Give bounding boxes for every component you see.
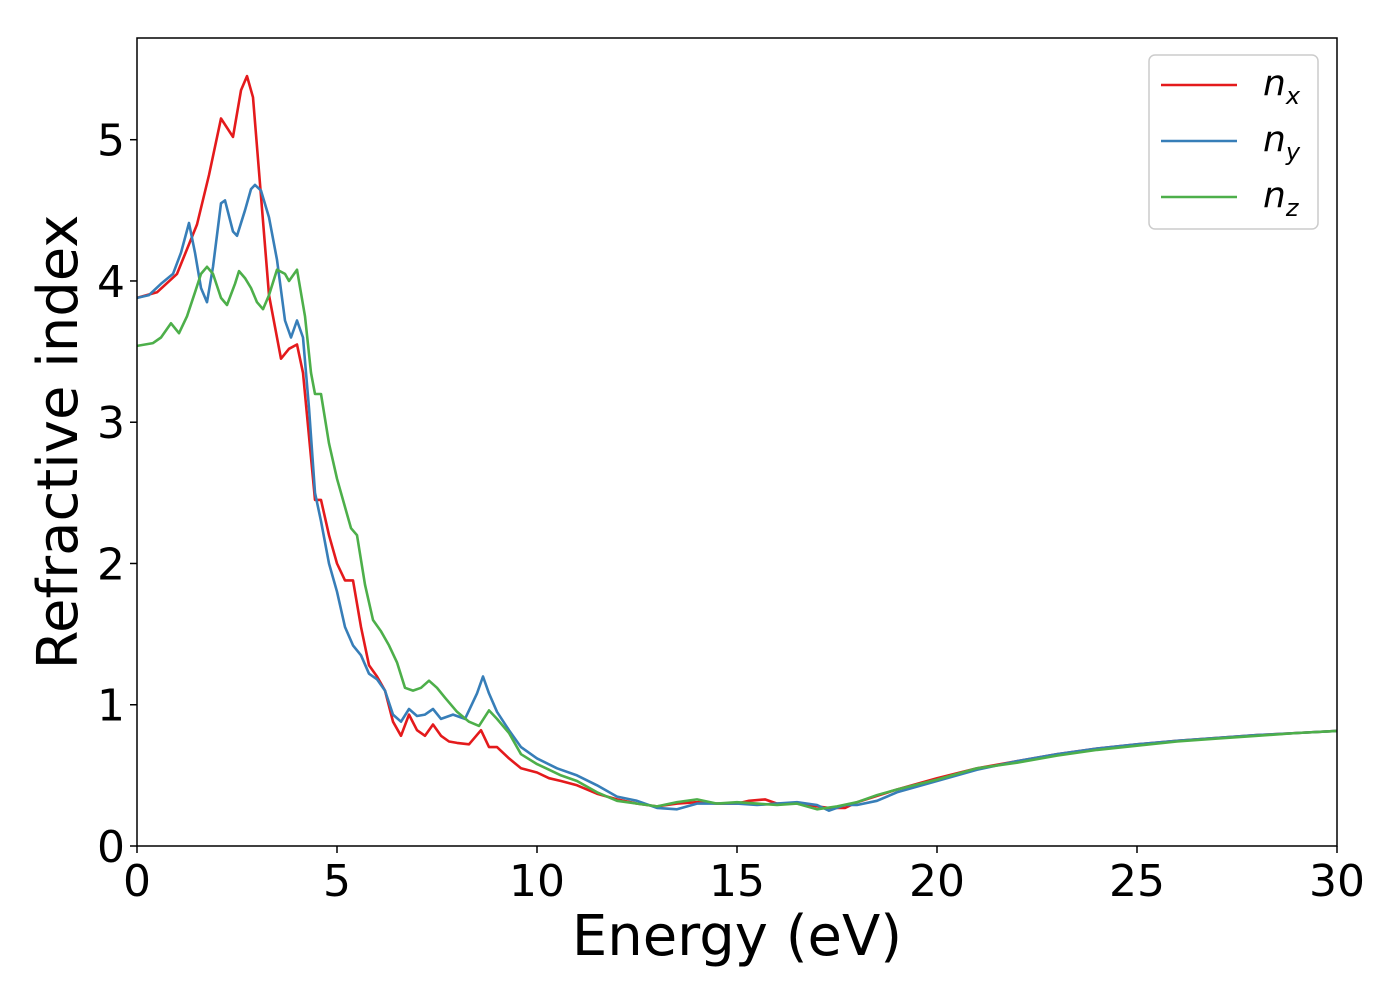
x-tick-label: 10 xyxy=(509,856,565,907)
x-tick-label: 15 xyxy=(709,856,765,907)
y-tick-label: 1 xyxy=(97,681,125,732)
x-tick-label: 20 xyxy=(909,856,965,907)
y-axis-title: Refractive index xyxy=(26,215,91,670)
x-tick-label: 30 xyxy=(1309,856,1365,907)
series-line-z xyxy=(137,265,1337,811)
y-tick-label: 2 xyxy=(97,539,125,590)
x-tick-label: 5 xyxy=(323,856,351,907)
x-axis-title: Energy (eV) xyxy=(572,904,902,969)
y-tick-label: 4 xyxy=(97,257,125,308)
series-line-y xyxy=(137,183,1337,812)
x-tick-label: 0 xyxy=(123,856,151,907)
y-tick-label: 5 xyxy=(97,116,125,167)
y-tick-label: 3 xyxy=(97,398,125,449)
y-tick-label: 0 xyxy=(97,822,125,873)
x-tick-label: 25 xyxy=(1109,856,1165,907)
